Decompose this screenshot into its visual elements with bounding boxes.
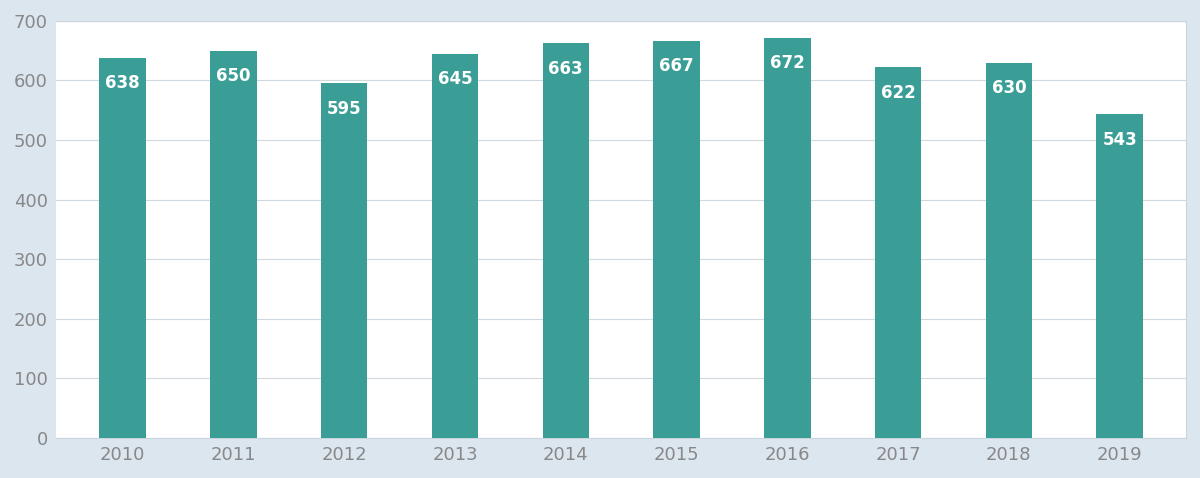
Text: 638: 638 — [106, 75, 140, 92]
Text: 645: 645 — [438, 70, 473, 88]
Bar — [210, 51, 257, 438]
Text: 663: 663 — [548, 60, 583, 77]
Text: 543: 543 — [1103, 131, 1138, 149]
Bar — [432, 54, 479, 438]
Text: 667: 667 — [659, 57, 694, 75]
Bar — [875, 67, 922, 438]
Bar — [542, 43, 589, 438]
Text: 650: 650 — [216, 67, 251, 86]
Bar — [320, 84, 367, 438]
Text: 630: 630 — [991, 79, 1026, 97]
Bar — [764, 38, 810, 438]
Bar — [100, 58, 146, 438]
Bar — [985, 63, 1032, 438]
Bar — [653, 41, 700, 438]
Text: 595: 595 — [326, 100, 361, 118]
Bar — [1097, 114, 1142, 438]
Text: 622: 622 — [881, 84, 916, 102]
Text: 672: 672 — [770, 54, 805, 72]
